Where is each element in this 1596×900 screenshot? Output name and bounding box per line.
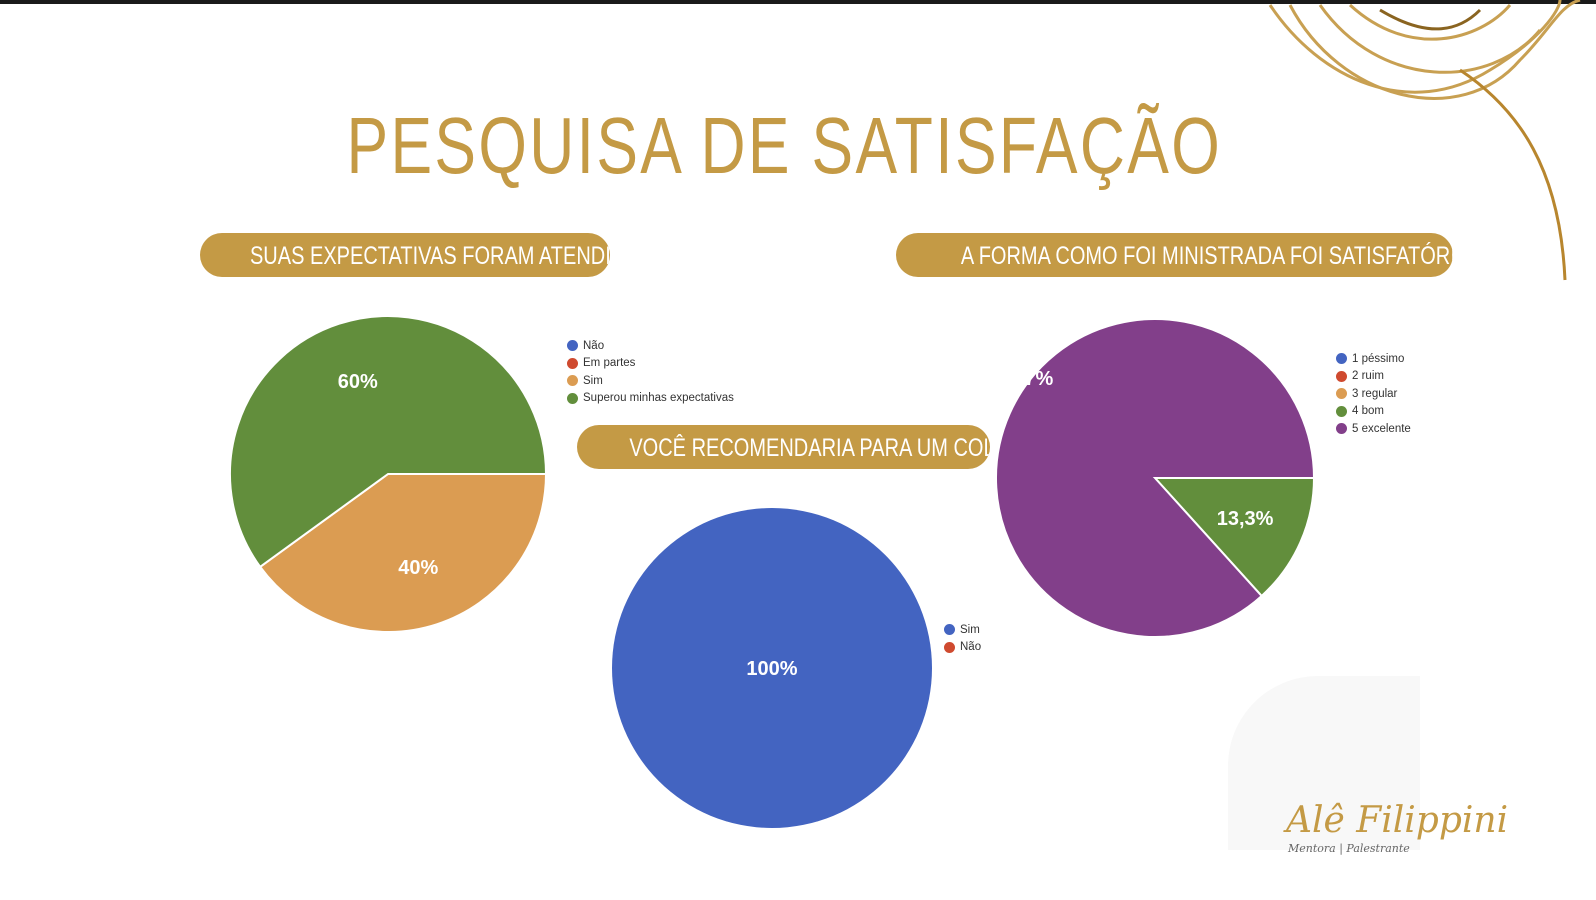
legend-label: 4 bom [1352, 405, 1384, 418]
legend-item: 2 ruim [1336, 368, 1411, 386]
legend-expectativas: Não Em partes Sim Superou minhas expectativ… [567, 337, 734, 407]
data-label: 40% [398, 557, 438, 579]
legend-swatch [1336, 405, 1347, 417]
legend-item: 4 bom [1336, 403, 1411, 421]
top-bar [0, 0, 1596, 4]
data-label: 60% [338, 371, 378, 393]
legend-label: Sim [583, 374, 603, 387]
legend-label: 3 regular [1352, 387, 1398, 400]
legend-item: Não [567, 337, 734, 355]
legend-label: 2 ruim [1352, 370, 1384, 383]
logo-background [1228, 676, 1420, 850]
brand-logo: Alê Filippini [1286, 800, 1509, 841]
legend-swatch [1336, 388, 1347, 400]
legend-item: Sim [944, 621, 981, 639]
legend-swatch [567, 340, 578, 352]
legend-label: 5 excelente [1352, 422, 1411, 435]
data-label: 86,7% [997, 368, 1054, 390]
legend-swatch [567, 375, 578, 387]
pie-slice-4 [229, 315, 548, 569]
legend-label: 1 péssimo [1352, 352, 1405, 365]
legend-item: 5 excelente [1336, 420, 1411, 438]
legend-swatch [1336, 370, 1347, 382]
legend-item: Não [944, 639, 981, 657]
legend-item: 1 péssimo [1336, 350, 1411, 368]
legend-forma: 1 péssimo 2 ruim 3 regular 4 bom 5 excelente [1336, 350, 1411, 438]
legend-swatch [1336, 423, 1347, 435]
legend-label: Em partes [583, 357, 636, 370]
legend-item: Superou minhas expectativas [567, 390, 734, 408]
legend-swatch [1336, 353, 1347, 365]
legend-swatch [944, 641, 955, 653]
data-label: 100% [746, 658, 797, 680]
pie-chart-expectativas: 40% 60% [229, 315, 548, 633]
pie-slice-4 [1152, 477, 1316, 598]
data-label: 13,3% [1217, 508, 1274, 530]
chart1-title: SUAS EXPECTATIVAS FORAM ATENDIDA? [200, 233, 610, 277]
pie-chart-forma: 13,3% 86,7% [995, 318, 1316, 638]
legend-item: Sim [567, 372, 734, 390]
legend-item: Em partes [567, 355, 734, 373]
legend-label: Não [583, 339, 605, 352]
pie-slice-5 [995, 318, 1316, 638]
legend-swatch [567, 392, 578, 404]
legend-label: Superou minhas expectativas [583, 392, 734, 405]
legend-recomendaria: Sim Não [944, 621, 981, 656]
pie-chart-recomendaria: 100% [612, 508, 932, 828]
legend-label: Sim [960, 623, 980, 636]
legend-label: Não [960, 641, 982, 654]
legend-swatch [567, 357, 578, 369]
pie-slice-3 [258, 473, 548, 633]
pie-slice-1 [612, 508, 932, 828]
gold-swirl-decoration [1268, 0, 1581, 281]
brand-subtitle: Mentora | Palestrante [1288, 842, 1410, 855]
chart3-title: A FORMA COMO FOI MINISTRADA FOI SATISFAT… [896, 233, 1453, 277]
legend-item: 3 regular [1336, 385, 1411, 403]
chart2-title: VOCÊ RECOMENDARIA PARA UM COLEGA? [577, 425, 990, 469]
legend-swatch [944, 624, 955, 636]
page-title: PESQUISA DE SATISFAÇÃO [346, 101, 1222, 190]
